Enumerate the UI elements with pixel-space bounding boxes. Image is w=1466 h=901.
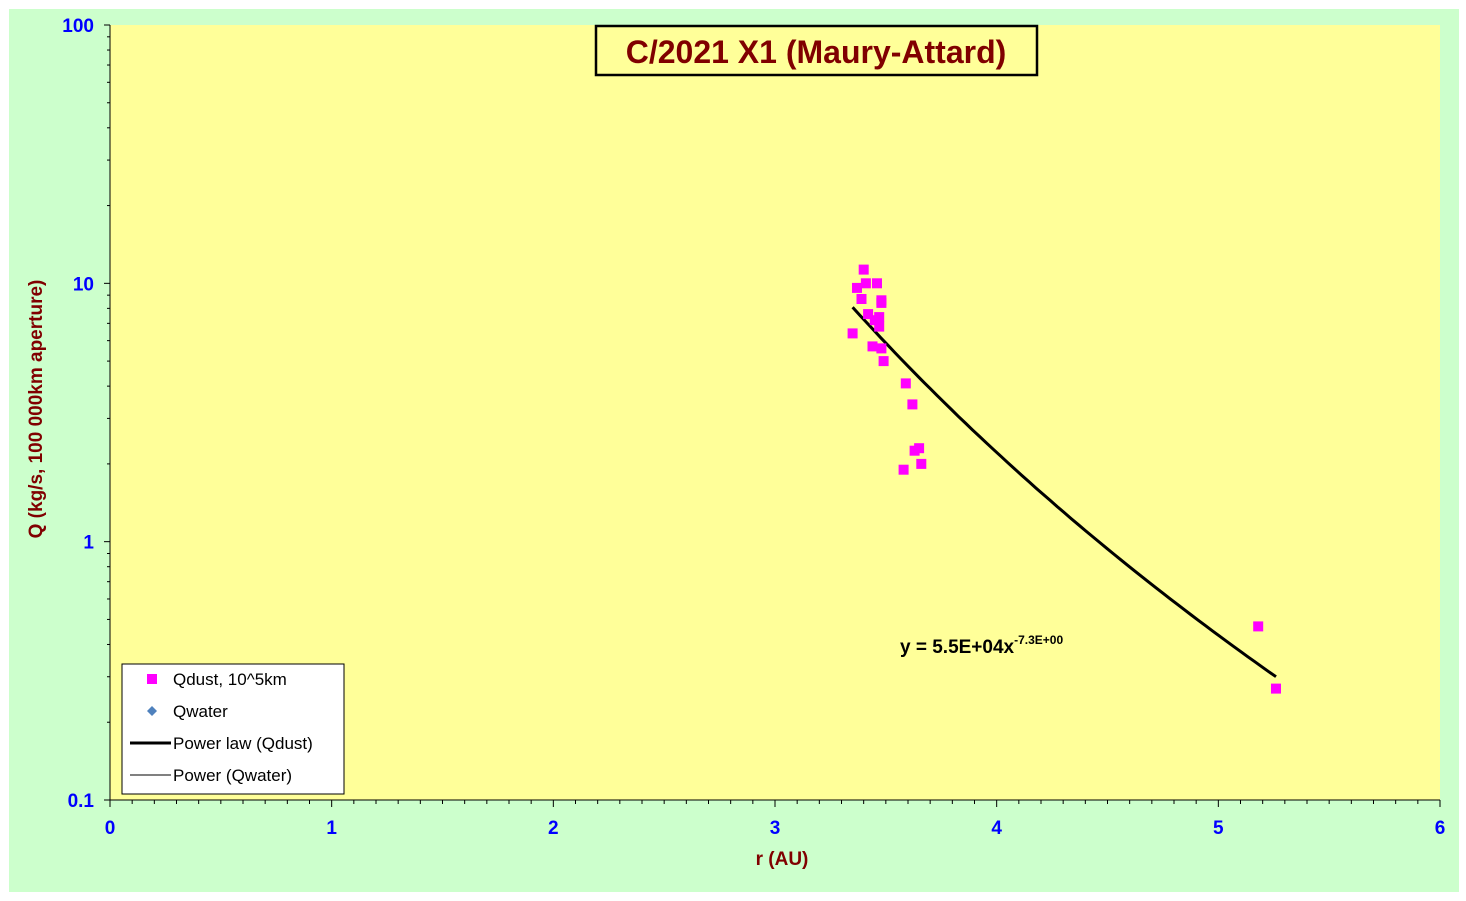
data-point-qdust	[847, 328, 858, 339]
x-axis-label: r (AU)	[756, 849, 809, 870]
data-point-qdust	[1271, 683, 1281, 694]
chart: 0.1 1 10 100 0 1 2 3 4 5 6 C/2021 X1 (Maury-Attar…	[9, 9, 1459, 892]
x-tick-label: 1	[326, 818, 337, 839]
data-point-qdust	[1253, 621, 1264, 632]
y-tick-labels: 0.1 1 10 100	[62, 16, 94, 812]
data-point-qdust	[858, 264, 869, 275]
data-point-qdust	[876, 343, 887, 354]
data-point-qdust	[900, 378, 911, 389]
data-point-qdust	[914, 443, 925, 454]
chart-frame: 0.1 1 10 100 0 1 2 3 4 5 6 C/2021 X1 (Maury-Attar…	[9, 9, 1459, 892]
data-point-qdust	[874, 321, 885, 332]
equation-base: y = 5.5E+04x	[900, 637, 1015, 658]
data-point-qdust	[852, 282, 862, 293]
data-point-qdust	[863, 309, 874, 320]
legend-label-qwater: Qwater	[173, 702, 228, 721]
data-point-qdust	[876, 297, 887, 308]
trendline-power-law-qdust	[851, 306, 1277, 678]
data-point-qdust	[874, 312, 885, 323]
data-point-qdust	[916, 458, 927, 469]
legend-label-power-law: Power law (Qdust)	[173, 734, 313, 753]
y-tick-label: 10	[73, 274, 94, 295]
y-tick-label: 100	[62, 16, 94, 37]
data-point-qdust	[907, 399, 918, 410]
legend-box	[121, 663, 345, 795]
data-point-qdust	[898, 464, 909, 475]
trendline-equation: y = 5.5E+04x-7.3E+00	[900, 633, 1063, 658]
data-point-qdust	[872, 278, 882, 289]
x-tick-label: 6	[1435, 818, 1446, 839]
data-points	[847, 264, 1281, 694]
equation-exponent: -7.3E+00	[1014, 633, 1063, 647]
trendline-group	[851, 306, 1277, 678]
chart-title-box	[594, 24, 1039, 77]
data-point-qdust	[860, 278, 871, 289]
x-tick-label: 0	[105, 818, 116, 839]
x-tick-label: 5	[1213, 818, 1224, 839]
data-point-qdust	[856, 294, 867, 304]
legend-marker-qwater	[147, 706, 157, 716]
data-point-qdust	[878, 356, 889, 367]
legend-label-qdust: Qdust, 10^5km	[173, 670, 287, 689]
x-tick-label: 4	[991, 818, 1002, 839]
data-point-qdust	[867, 341, 878, 352]
x-tick-label: 3	[770, 818, 781, 839]
y-tick-label: 0.1	[68, 791, 95, 812]
legend: Qdust, 10^5km Qwater Power law (Qdust) P…	[121, 663, 345, 795]
y-axis-label: Q (kg/s, 100 000km aperture)	[26, 280, 47, 539]
y-tick-label: 1	[83, 533, 94, 554]
legend-label-power-qwater: Power (Qwater)	[173, 766, 292, 785]
x-tick-label: 2	[548, 818, 559, 839]
legend-marker-qdust	[147, 674, 157, 684]
chart-title: C/2021 X1 (Maury-Attard)	[626, 34, 1007, 70]
x-tick-labels: 0 1 2 3 4 5 6	[105, 818, 1446, 839]
